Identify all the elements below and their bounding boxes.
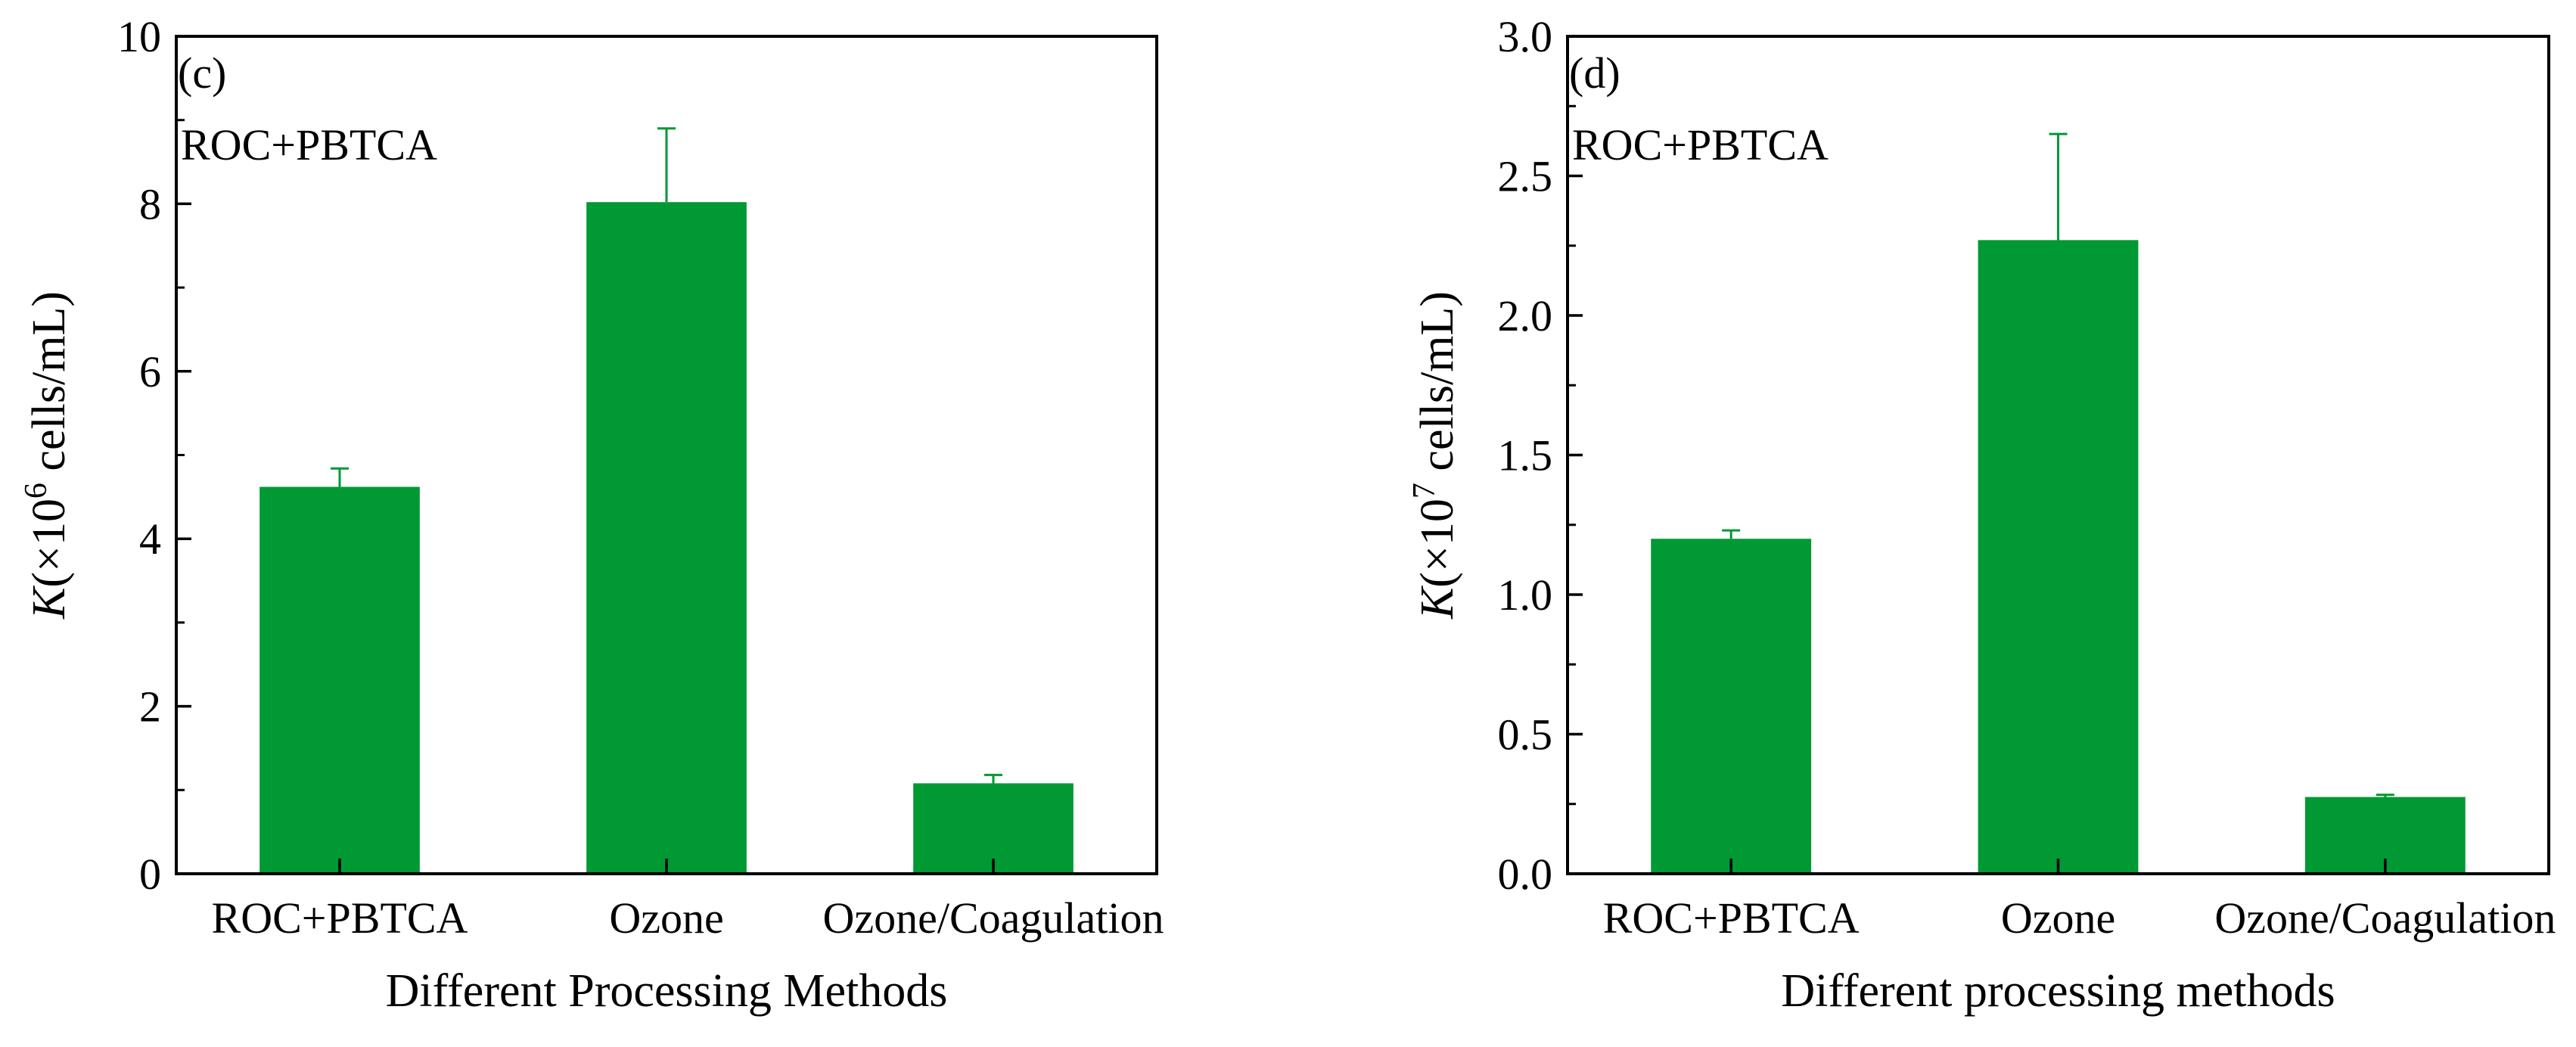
x-tick-label: Ozone/Coagulation <box>2214 893 2556 943</box>
x-axis-title: Different Processing Methods <box>386 965 948 1017</box>
y-axis-title-symbol: K <box>23 585 75 620</box>
y-axis-title-prefix: (×10 <box>1412 499 1463 588</box>
y-tick-label: 0.5 <box>1498 710 1553 760</box>
y-tick-label: 1.5 <box>1498 431 1553 480</box>
x-tick-label: Ozone <box>2001 893 2115 943</box>
y-axis-title-exponent: 7 <box>1407 483 1442 499</box>
annotation-label: ROC+PBTCA <box>181 120 437 169</box>
error-bar-2 <box>2049 132 2068 241</box>
error-bar-3 <box>2376 794 2394 797</box>
y-tick-label: 2.5 <box>1498 152 1553 201</box>
x-axis-title: Different processing methods <box>1781 965 2335 1017</box>
x-tick-label: Ozone/Coagulation <box>822 893 1164 943</box>
y-tick-label: 6 <box>139 347 161 396</box>
y-tick-label: 0 <box>139 850 161 899</box>
bar-1 <box>1651 539 1812 874</box>
y-axis-title: K(×106 cells/mL) <box>19 291 75 620</box>
error-bar-1 <box>331 467 349 487</box>
plot-frame <box>1566 35 2550 875</box>
panel-label: (d) <box>1569 48 1620 98</box>
annotation-label: ROC+PBTCA <box>1572 120 1829 169</box>
y-tick-label: 3.0 <box>1498 12 1553 61</box>
plot-frame <box>175 35 1158 875</box>
y-tick-label: 10 <box>117 12 161 61</box>
panel-d: 0.0 0.5 1.0 1.5 2.0 2.5 3.0 ROC+PBTCA Ozone Ozone… <box>1407 12 2556 1017</box>
y-axis-title-suffix: cells/mL) <box>1412 291 1463 483</box>
error-bar-3 <box>984 773 1002 784</box>
y-axis-title-prefix: (×10 <box>23 499 75 588</box>
y-tick-label: 8 <box>139 179 161 228</box>
y-axis-title-exponent: 6 <box>19 483 54 499</box>
x-tick-label: Ozone <box>609 893 723 943</box>
y-tick-label: 0.0 <box>1498 850 1553 899</box>
x-tick-label: ROC+PBTCA <box>1603 893 1860 943</box>
panel-c: 0 2 4 6 8 10 ROC+PBTCA Ozone Ozone/Coagulation (c… <box>19 12 1164 1017</box>
bar-2 <box>586 202 747 874</box>
y-tick-label: 2 <box>139 682 161 732</box>
y-axis-title-suffix: cells/mL) <box>23 291 75 483</box>
y-tick-label: 2.0 <box>1498 291 1553 340</box>
x-tick-label: ROC+PBTCA <box>212 893 468 943</box>
y-axis-title-symbol: K <box>1412 585 1463 620</box>
y-tick-label: 1.0 <box>1498 570 1553 620</box>
y-tick-label: 4 <box>139 514 161 564</box>
panel-label: (c) <box>178 48 226 98</box>
error-bar-1 <box>1722 529 1741 539</box>
y-axis-title: K(×107 cells/mL) <box>1407 291 1463 620</box>
bar-2 <box>1978 240 2139 874</box>
error-bar-2 <box>657 127 676 203</box>
bar-1 <box>259 486 420 874</box>
